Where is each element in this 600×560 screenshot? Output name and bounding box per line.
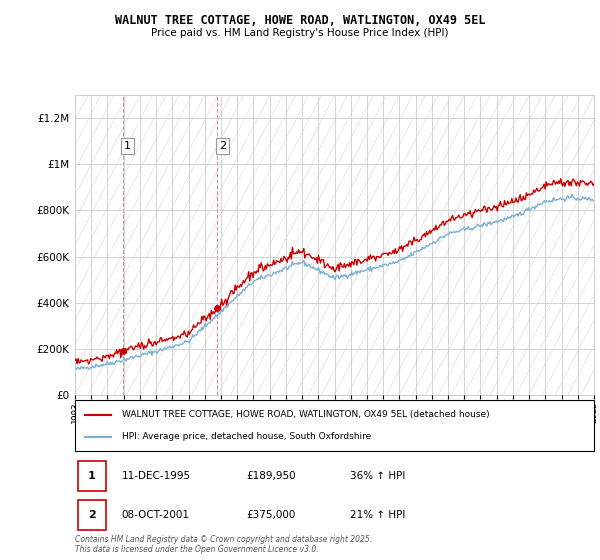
Bar (77, 500, 106, 530)
Text: 1: 1 (124, 141, 131, 151)
Text: Contains HM Land Registry data © Crown copyright and database right 2025.
This d: Contains HM Land Registry data © Crown c… (75, 535, 372, 554)
Text: 11-DEC-1995: 11-DEC-1995 (122, 471, 191, 481)
Text: £189,950: £189,950 (246, 471, 296, 481)
Text: 2: 2 (219, 141, 226, 151)
Text: 36% ↑ HPI: 36% ↑ HPI (350, 471, 406, 481)
Bar (77, 461, 106, 491)
Text: HPI: Average price, detached house, South Oxfordshire: HPI: Average price, detached house, Sout… (122, 432, 371, 441)
Text: Price paid vs. HM Land Registry's House Price Index (HPI): Price paid vs. HM Land Registry's House … (151, 28, 449, 38)
Text: 1: 1 (88, 471, 96, 481)
Text: WALNUT TREE COTTAGE, HOWE ROAD, WATLINGTON, OX49 5EL (detached house): WALNUT TREE COTTAGE, HOWE ROAD, WATLINGT… (122, 410, 490, 419)
Text: WALNUT TREE COTTAGE, HOWE ROAD, WATLINGTON, OX49 5EL: WALNUT TREE COTTAGE, HOWE ROAD, WATLINGT… (115, 14, 485, 27)
Text: 21% ↑ HPI: 21% ↑ HPI (350, 510, 406, 520)
Text: 2: 2 (88, 510, 96, 520)
Text: £375,000: £375,000 (246, 510, 296, 520)
Text: 08-OCT-2001: 08-OCT-2001 (122, 510, 190, 520)
